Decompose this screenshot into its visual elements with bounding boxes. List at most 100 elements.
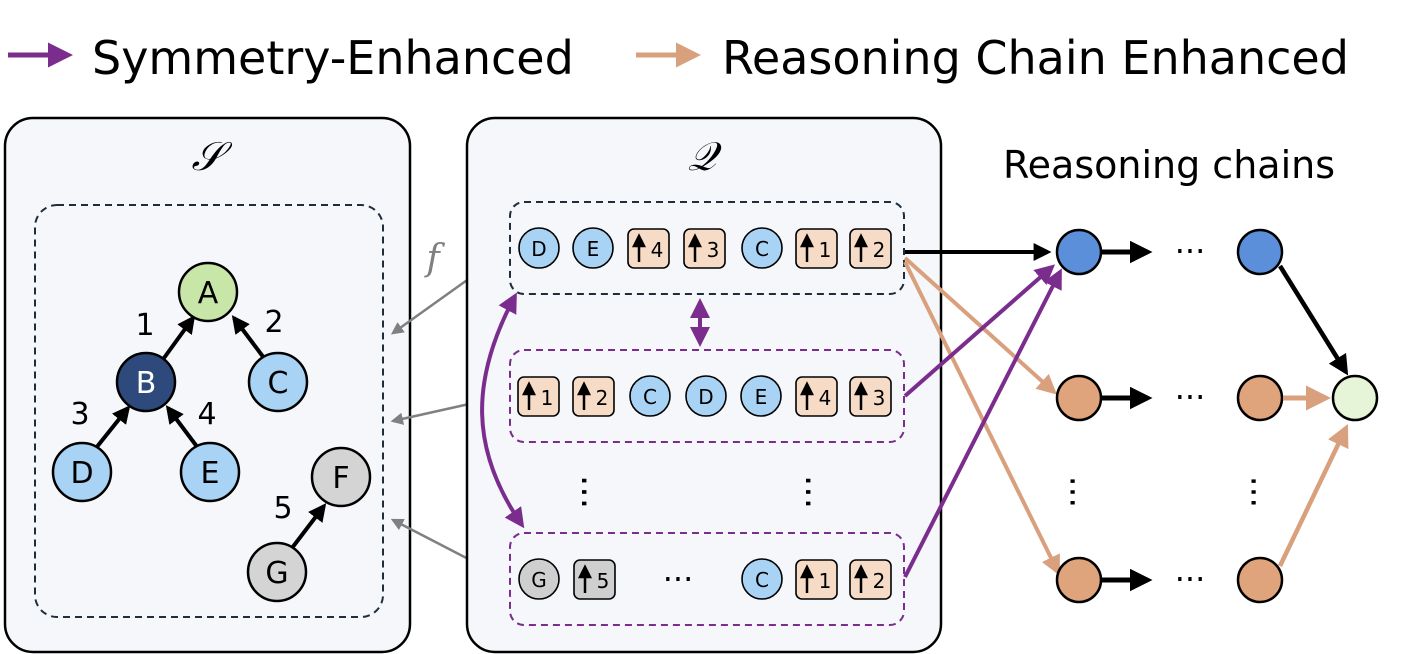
svg-text:3: 3: [873, 386, 886, 410]
svg-text:2: 2: [873, 238, 886, 262]
token-edge-3: 3: [683, 228, 726, 269]
token-edge-5: 5: [573, 559, 616, 600]
tree-edge-labels: 1 2 3 4 5: [70, 305, 292, 526]
chain-top-node-2: [1236, 228, 1284, 276]
chain-mid: ···: [1055, 374, 1331, 422]
legend-label-reasoning: Reasoning Chain Enhanced: [722, 31, 1349, 85]
svg-text:D: D: [698, 385, 713, 409]
svg-text:C: C: [643, 385, 657, 409]
node-c-label: C: [268, 366, 289, 401]
vertical-ellipsis-left: ···: [563, 475, 604, 509]
svg-text:1: 1: [541, 386, 554, 410]
purple-link-row2: [903, 264, 1056, 398]
svg-text:5: 5: [597, 569, 610, 593]
edge-g-f: [290, 503, 327, 550]
chain-mid-node-2: [1236, 374, 1284, 422]
token-node-c: C: [741, 227, 783, 269]
token-node-g: G: [518, 558, 560, 600]
chain-top-node-1: [1055, 228, 1103, 276]
node-g-label: G: [265, 556, 288, 591]
token-node-e: E: [572, 227, 614, 269]
tan-link-row1-bottom: [903, 261, 1060, 576]
token-edge-2: 2: [572, 376, 615, 417]
node-d: D: [51, 441, 113, 503]
svg-text:G: G: [531, 568, 547, 592]
chain-bottom-node-2: [1236, 556, 1284, 604]
node-c: C: [247, 351, 309, 413]
node-b-label: B: [136, 366, 157, 401]
token-node-d: D: [685, 375, 727, 417]
edge-label-5: 5: [273, 491, 292, 526]
token-edge-1: 1: [795, 228, 838, 269]
svg-text:1: 1: [819, 569, 832, 593]
node-d-label: D: [70, 456, 93, 491]
sequence-box-1: [509, 201, 905, 295]
chain-bottom-ellipsis: ···: [1175, 560, 1206, 598]
edge-label-2: 2: [264, 305, 283, 340]
token-node-e: E: [740, 375, 782, 417]
edge-label-4: 4: [197, 397, 216, 432]
row-3-ellipsis: ···: [663, 560, 694, 598]
chain-answer-node: [1331, 374, 1379, 422]
node-e-label: E: [201, 456, 220, 491]
node-a-label: A: [198, 276, 219, 311]
svg-text:4: 4: [651, 238, 664, 262]
token-edge-4: 4: [795, 376, 838, 417]
edge-label-1: 1: [135, 308, 154, 343]
token-edge-3: 3: [849, 376, 892, 417]
tree-container: [34, 204, 384, 618]
token-edge-2: 2: [849, 559, 892, 600]
svg-text:2: 2: [873, 569, 886, 593]
token-node-c: C: [741, 558, 783, 600]
sequence-row-2: 1 2 C D E 4 3: [517, 375, 892, 417]
vertical-ellipsis-right: ···: [787, 475, 828, 509]
svg-text:E: E: [755, 385, 768, 409]
q-to-chain-links: [903, 243, 1062, 578]
token-edge-1: 1: [517, 376, 560, 417]
edge-label-3: 3: [70, 397, 89, 432]
sequence-box-3: [509, 532, 905, 626]
chain-mid-node-1: [1055, 374, 1103, 422]
node-b: B: [115, 351, 177, 413]
panel-s: [3, 116, 412, 654]
sequence-row-1: D E 4 3 C 1 2: [518, 227, 892, 269]
edge-e-b: [165, 405, 200, 450]
chain-mid-ellipsis: ···: [1175, 378, 1206, 416]
svg-text:1: 1: [819, 238, 832, 262]
token-edge-4: 4: [627, 228, 670, 269]
edge-c-a: [231, 315, 266, 360]
chain-bottom: ···: [1055, 423, 1349, 604]
chain-vertical-ellipsis-right: ···: [1233, 476, 1273, 508]
legend: Symmetry-Enhanced Reasoning Chain Enhanc…: [8, 31, 1349, 85]
tan-link-row1-mid: [903, 256, 1057, 395]
purple-link-row3: [903, 268, 1062, 578]
token-node-c: C: [629, 375, 671, 417]
svg-text:D: D: [531, 237, 546, 261]
reasoning-chains: ··· ··· ··· ··· ···: [1052, 228, 1379, 604]
reasoning-chains-title: Reasoning chains: [1003, 143, 1335, 187]
chain-top-ellipsis: ···: [1175, 232, 1206, 270]
symmetry-arrows: [480, 292, 710, 529]
svg-text:C: C: [755, 237, 769, 261]
chain-bottom-node-1: [1055, 556, 1103, 604]
chain-vertical-ellipsis-left: ···: [1052, 476, 1092, 508]
node-a: A: [177, 261, 239, 323]
node-f-label: F: [332, 461, 349, 496]
legend-label-symmetry: Symmetry-Enhanced: [92, 31, 574, 85]
edge-b-a: [162, 315, 196, 360]
chain-top-arrow-final: [1278, 264, 1349, 376]
svg-text:E: E: [587, 237, 600, 261]
edge-d-b: [94, 405, 131, 450]
tree-nodes: A B C D E F G: [51, 261, 372, 603]
svg-text:C: C: [755, 568, 769, 592]
symmetry-arrow-row1-row3: [480, 292, 525, 529]
node-f: F: [310, 446, 372, 508]
svg-text:2: 2: [596, 386, 609, 410]
sequence-row-3: G 5 ··· C 1 2: [518, 558, 892, 600]
chain-top: ···: [1055, 228, 1349, 376]
token-edge-1: 1: [795, 559, 838, 600]
chain-bottom-arrow-final: [1277, 423, 1349, 567]
token-edge-2: 2: [849, 228, 892, 269]
mapping-f-label: f: [423, 238, 445, 279]
